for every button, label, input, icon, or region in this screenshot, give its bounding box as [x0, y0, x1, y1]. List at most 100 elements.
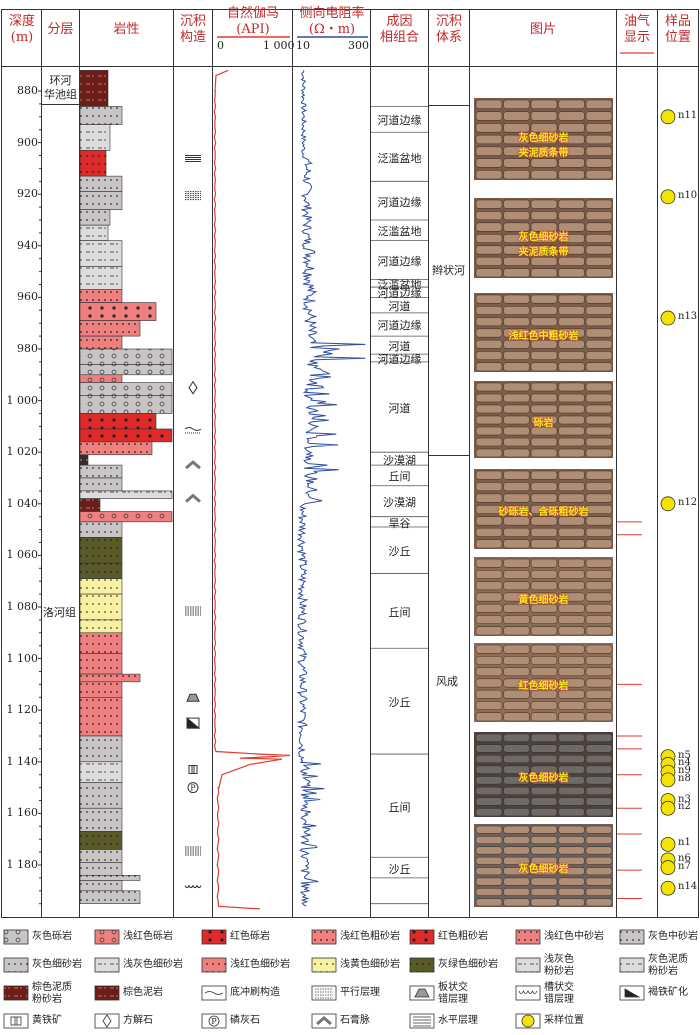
sample-label: n7: [678, 860, 691, 872]
sample-dot: [660, 880, 676, 896]
sample-label: n11: [678, 109, 698, 121]
facies-label: 河道边缘: [377, 195, 422, 209]
depth-axis: 880 900 920 940 960 980 1 000 1 020 1 040 1 060 1 …: [0, 0, 39, 917]
core-photo: [474, 824, 613, 907]
legend-label: 浅灰色 粉砂岩: [544, 954, 574, 978]
lithology-bed: [79, 632, 123, 654]
sample-dot: [660, 109, 676, 125]
facies-label: 河道: [388, 300, 411, 314]
lithology-bed: [79, 521, 123, 538]
structure-parallel-symbol: [185, 606, 201, 616]
svg-text:P: P: [211, 1017, 217, 1026]
photo-caption-line: 灰色细砂岩: [518, 772, 569, 784]
legend-swatch: [515, 929, 541, 945]
structure-parallel-symbol: [185, 846, 201, 856]
legend-label-line: 浅红色砾岩: [123, 931, 173, 942]
legend-label-line: 槽状交: [544, 982, 574, 993]
res-max: 300: [348, 39, 369, 52]
sample-dot: [660, 860, 676, 875]
sample-label: n2: [678, 801, 691, 813]
legend-swatch: [201, 929, 227, 945]
lithology-bed: [79, 490, 173, 499]
legend-swatch: [619, 957, 645, 973]
structure-plate-symbol: [186, 693, 200, 702]
photo-caption-line: 夹泥质条带: [518, 247, 569, 258]
legend-symbol: [3, 1013, 29, 1029]
photo-caption-line: 浅红色中粗砂岩: [508, 330, 579, 342]
core-photo: [474, 557, 613, 636]
core-photo: [474, 98, 613, 180]
legend-symbol: [311, 1013, 337, 1029]
legend-label: 灰色砾岩: [32, 931, 72, 943]
facies-label: 河道: [388, 340, 411, 354]
depth-tick-label: 1 060: [6, 548, 39, 562]
legend-swatch: [409, 929, 435, 945]
lithology-bed: [79, 673, 141, 683]
lithology-bed: [79, 224, 109, 241]
legend-label-line: 粉砂岩: [544, 966, 574, 977]
layer-upper: 环河 华池组: [44, 74, 77, 101]
legend-symbol: [515, 985, 541, 1001]
depth-tick-label: 1 180: [6, 858, 39, 871]
lithology-bed: [79, 862, 123, 876]
lithology-bed: [79, 320, 141, 337]
facies-label: 河道边缘: [377, 319, 422, 333]
legend-label: 红色砾岩: [230, 931, 270, 943]
depth-tick-label: 980: [17, 342, 38, 355]
lithology-bed: [79, 441, 153, 456]
structure-gypsum-symbol: [185, 493, 201, 503]
legend-label-line: 浅黄色细砂岩: [340, 959, 400, 970]
lithology-bed: [79, 428, 173, 443]
lithology-bed: [79, 289, 123, 303]
lithology-bed: [79, 681, 123, 698]
depth-tick-label: 1 000: [6, 393, 39, 407]
sample-label: n1: [678, 837, 691, 849]
lithology-bed: [79, 537, 123, 564]
structure-parallel-symbol: [185, 191, 201, 201]
legend-swatch: [94, 985, 120, 1001]
depth-tick-label: 1 160: [6, 806, 39, 820]
legend-symbol: [409, 985, 435, 1001]
lithology-bed: [79, 464, 123, 479]
structure-scour-symbol: [184, 426, 202, 434]
legend-label-line: 底冲刷构造: [230, 987, 280, 998]
facies-label: 泛滥盆地: [377, 225, 422, 239]
legend-label: 浅黄色细砂岩: [340, 959, 400, 971]
structure-limonite-symbol: [186, 717, 201, 729]
lithology-bed: [79, 335, 123, 350]
depth-tick-label: 900: [17, 135, 38, 149]
lithology-bed: [79, 150, 107, 177]
legend-swatch: [3, 985, 29, 1001]
photo-caption-line: 灰色细砂岩: [518, 133, 569, 144]
legend-label: 采样位置: [544, 1015, 584, 1027]
legend-label: 石膏脉: [340, 1015, 370, 1027]
lithology-bed: [79, 413, 157, 430]
core-photo: [474, 293, 613, 372]
legend-label-line: 红色粗砂岩: [438, 931, 488, 942]
depth-tick-label: 1 140: [6, 754, 39, 768]
depth-tick-label: 960: [17, 290, 38, 304]
depth-tick-label: 1 020: [6, 445, 39, 459]
lithology-bed: [79, 209, 111, 226]
legend-swatch: [311, 957, 337, 973]
legend-symbol: [94, 1013, 120, 1029]
lithology-bed: [79, 875, 141, 881]
structure-hlines-symbol: [185, 155, 201, 162]
legend-swatch: [311, 929, 337, 945]
legend-label-line: 石膏脉: [340, 1015, 370, 1026]
legend-label-line: 浅红色细砂岩: [230, 959, 290, 970]
lithology-bed: [79, 106, 123, 125]
facies-label: 河道边缘: [377, 353, 422, 367]
lithology-bed: [79, 880, 123, 892]
lithology-bed: [79, 266, 123, 290]
legend-label: 棕色泥岩: [123, 987, 163, 999]
legend-label: 槽状交 错层理: [544, 982, 574, 1006]
lithology-bed: [79, 782, 123, 809]
depth-tick-label: 920: [17, 187, 38, 201]
lithology-bed: [79, 562, 123, 579]
lithology-bed: [79, 761, 123, 783]
photo-caption-line: 灰色细砂岩: [518, 232, 569, 243]
structure-gypsum-symbol: [185, 460, 201, 470]
legend-swatch: [3, 957, 29, 973]
